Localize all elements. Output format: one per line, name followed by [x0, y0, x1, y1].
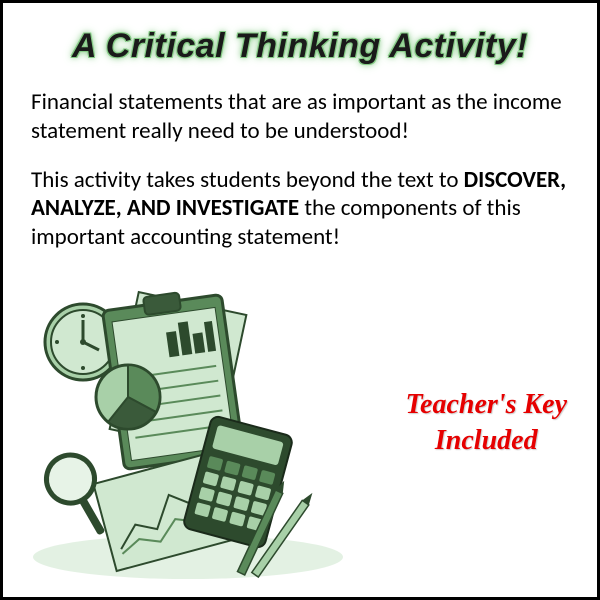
teachers-key-badge: Teacher's Key Included	[406, 387, 568, 460]
teachers-key-line2: Included	[406, 423, 568, 459]
accounting-illustration	[23, 282, 353, 582]
page-title: A Critical Thinking Activity!	[31, 27, 569, 66]
intro-paragraph-1: Financial statements that are as importa…	[31, 88, 569, 146]
bottom-section: Teacher's Key Included	[23, 272, 577, 582]
intro-paragraph-2: This activity takes students beyond the …	[31, 166, 569, 252]
para2-pre: This activity takes students beyond the …	[31, 166, 464, 194]
teachers-key-line1: Teacher's Key	[406, 387, 568, 423]
